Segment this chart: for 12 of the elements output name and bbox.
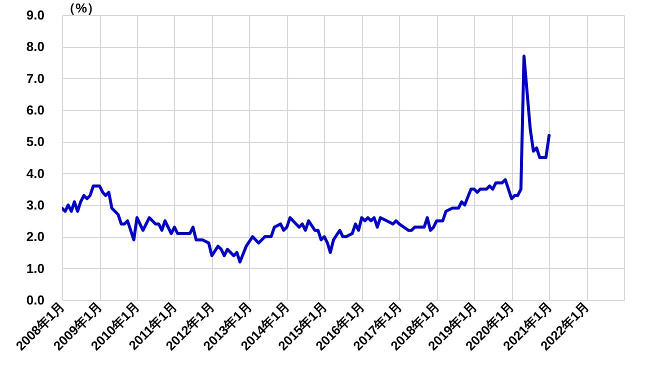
y-tick-label: 3.0 [26, 198, 44, 212]
y-tick-label: 0.0 [26, 292, 44, 308]
line-series [62, 54, 551, 264]
y-tick-label: 5.0 [26, 134, 44, 150]
y-tick-label: 9.0 [26, 8, 44, 22]
y-tick-label: 8.0 [26, 39, 44, 54]
y-tick-label: 2.0 [26, 229, 44, 244]
y-tick-label: 4.0 [26, 166, 44, 181]
y-tick-label: 6.0 [26, 102, 44, 118]
y-axis-title: （%） [62, 0, 100, 16]
y-tick-label: 1.0 [26, 260, 44, 276]
y-tick-label: 7.0 [26, 70, 44, 86]
